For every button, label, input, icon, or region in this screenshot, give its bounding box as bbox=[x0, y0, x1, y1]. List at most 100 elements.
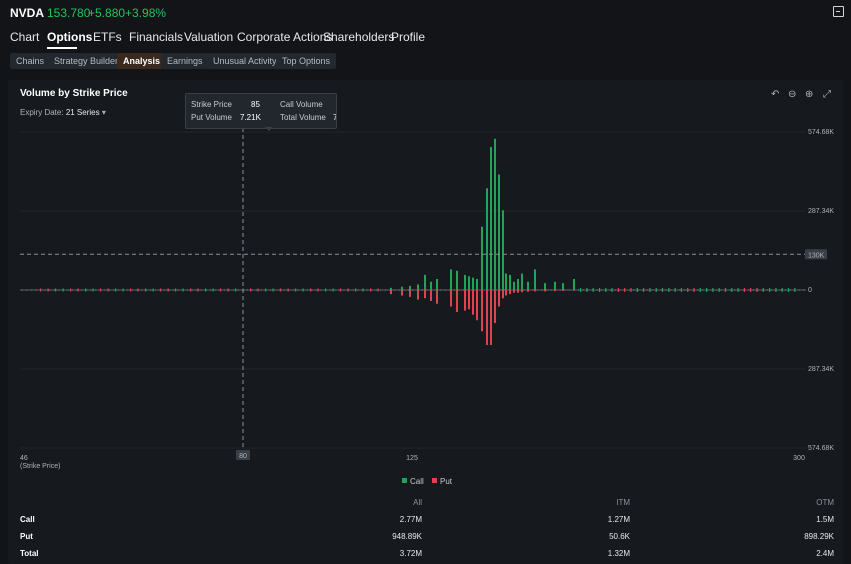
tooltip-strike-label: Strike Price bbox=[191, 100, 232, 109]
small-volume-bar bbox=[272, 288, 274, 292]
small-volume-bar bbox=[235, 288, 237, 292]
put-bar bbox=[534, 290, 536, 292]
ticker-symbol: NVDA bbox=[10, 6, 45, 20]
put-bar bbox=[481, 290, 483, 332]
put-bar bbox=[472, 290, 474, 315]
small-volume-bar bbox=[668, 288, 670, 292]
tab-shareholders[interactable]: Shareholders bbox=[323, 30, 395, 44]
small-volume-bar bbox=[167, 288, 169, 292]
subtab-earnings[interactable]: Earnings bbox=[161, 53, 209, 69]
tooltip-put-value: 7.21K bbox=[240, 113, 261, 122]
x-tick-label: 300 bbox=[793, 455, 805, 462]
tab-valuation[interactable]: Valuation bbox=[184, 30, 234, 44]
small-volume-bar bbox=[175, 288, 177, 292]
x-tick-label: 125 bbox=[406, 455, 418, 462]
small-volume-bar bbox=[347, 288, 349, 292]
cell-all: 2.77M bbox=[399, 515, 422, 524]
expand-icon[interactable]: ⤢ bbox=[823, 89, 831, 100]
put-bar bbox=[513, 290, 515, 293]
cell-itm: 1.32M bbox=[607, 549, 630, 558]
x-axis-title: (Strike Price) bbox=[20, 463, 61, 470]
small-volume-bar bbox=[100, 288, 102, 292]
call-bar bbox=[573, 279, 575, 290]
expiry-selector[interactable]: Expiry Date: 21 Series ▾ bbox=[20, 108, 106, 117]
small-volume-bar bbox=[370, 288, 372, 292]
tab-chart[interactable]: Chart bbox=[10, 30, 40, 44]
call-bar bbox=[409, 285, 411, 290]
small-volume-bar bbox=[743, 288, 745, 292]
put-bar bbox=[468, 290, 470, 310]
small-volume-bar bbox=[769, 288, 771, 292]
tab-etfs[interactable]: ETFs bbox=[93, 30, 122, 44]
small-volume-bar bbox=[227, 288, 229, 292]
put-swatch bbox=[432, 478, 437, 483]
small-volume-bar bbox=[775, 288, 777, 292]
y-tick-label: 574.68K bbox=[808, 129, 834, 136]
call-bar bbox=[464, 274, 466, 290]
small-volume-bar bbox=[92, 288, 94, 292]
put-bar bbox=[509, 290, 511, 295]
small-volume-bar bbox=[40, 288, 42, 292]
zoom-out-icon[interactable]: ⊖ bbox=[788, 89, 797, 100]
subtab-analysis[interactable]: Analysis bbox=[117, 53, 167, 69]
subtab-unusual-activity[interactable]: Unusual Activity bbox=[207, 53, 283, 69]
small-volume-bar bbox=[661, 288, 664, 292]
legend-put[interactable]: Put bbox=[432, 477, 452, 486]
expiry-label: Expiry Date: bbox=[20, 108, 64, 117]
small-volume-bar bbox=[592, 288, 594, 292]
crosshair-y-label-box bbox=[805, 249, 827, 260]
call-bar bbox=[502, 210, 504, 290]
small-volume-bar bbox=[687, 288, 689, 292]
small-volume-bar bbox=[212, 288, 214, 292]
table-row: Total 3.72M 1.32M 2.4M bbox=[20, 545, 834, 562]
reset-icon[interactable]: ↶ bbox=[771, 89, 780, 100]
small-volume-bar bbox=[182, 288, 184, 292]
subtab-chains[interactable]: Chains bbox=[10, 53, 51, 69]
zoom-in-icon[interactable]: ⊕ bbox=[805, 89, 814, 100]
ticker-change: +5.880 bbox=[88, 6, 126, 20]
small-volume-bar bbox=[137, 288, 139, 292]
small-volume-bar bbox=[77, 288, 79, 292]
small-volume-bar bbox=[130, 288, 132, 292]
tab-financials[interactable]: Financials bbox=[129, 30, 184, 44]
call-bar bbox=[527, 281, 529, 290]
small-volume-bar bbox=[152, 288, 154, 292]
tab-options[interactable]: Options bbox=[47, 30, 93, 44]
small-volume-bar bbox=[712, 288, 714, 292]
small-volume-bar bbox=[257, 288, 259, 292]
expiry-value: 21 Series bbox=[65, 108, 100, 117]
small-volume-bar bbox=[122, 288, 124, 292]
call-bar bbox=[554, 281, 556, 290]
put-bar bbox=[573, 290, 575, 291]
cell-otm: 2.4M bbox=[816, 549, 834, 558]
small-volume-bar bbox=[70, 288, 72, 292]
call-bar bbox=[498, 174, 500, 290]
small-volume-bar bbox=[630, 288, 632, 292]
small-volume-bar bbox=[680, 288, 682, 292]
row-label: Total bbox=[20, 549, 39, 558]
put-bar bbox=[494, 290, 496, 323]
chart-tooltip: Strike Price 85 Call Volume Put Volume 7… bbox=[185, 93, 337, 129]
put-bar bbox=[505, 290, 507, 296]
put-bar bbox=[562, 290, 564, 291]
call-bar bbox=[476, 279, 478, 290]
y-tick-label: 287.34K bbox=[808, 208, 834, 215]
call-bar bbox=[534, 269, 536, 290]
small-volume-bar bbox=[718, 288, 720, 292]
call-bar bbox=[436, 279, 438, 290]
call-bar bbox=[472, 277, 474, 290]
row-label: Put bbox=[20, 532, 33, 541]
legend-call[interactable]: Call bbox=[402, 477, 424, 486]
subtab-strategy-builder[interactable]: Strategy Builder bbox=[48, 53, 125, 69]
subtab-top-options[interactable]: Top Options bbox=[276, 53, 337, 69]
call-bar bbox=[390, 287, 392, 290]
call-bar bbox=[490, 147, 492, 290]
tab-profile[interactable]: Profile bbox=[391, 30, 426, 44]
exit-fullscreen-icon[interactable] bbox=[833, 6, 844, 17]
small-volume-bar bbox=[355, 288, 357, 292]
tab-corporate-actions[interactable]: Corporate Actions bbox=[237, 30, 333, 44]
call-bar bbox=[401, 286, 403, 290]
small-volume-bar bbox=[145, 288, 147, 292]
y-tick-label: 574.68K bbox=[808, 445, 834, 452]
